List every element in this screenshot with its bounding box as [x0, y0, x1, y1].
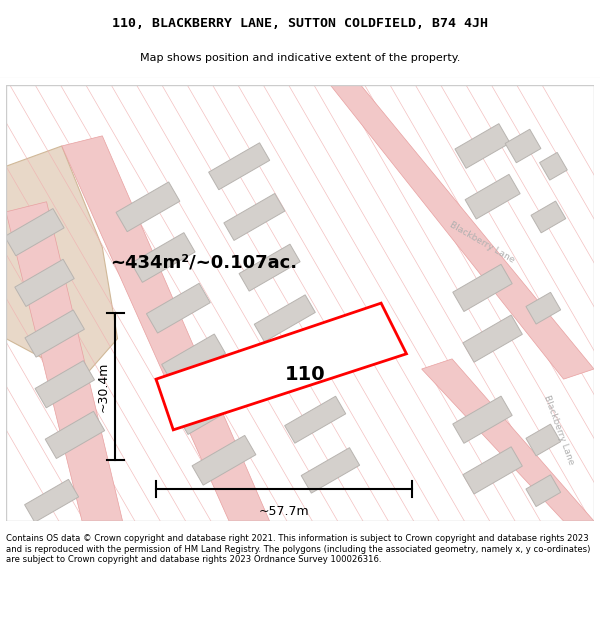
- Polygon shape: [161, 334, 226, 384]
- Polygon shape: [455, 124, 510, 168]
- Polygon shape: [463, 447, 523, 494]
- Polygon shape: [254, 295, 316, 342]
- Polygon shape: [505, 129, 541, 162]
- Text: ~434m²/~0.107ac.: ~434m²/~0.107ac.: [110, 254, 297, 272]
- Polygon shape: [526, 475, 560, 506]
- Text: Contains OS data © Crown copyright and database right 2021. This information is : Contains OS data © Crown copyright and d…: [6, 534, 590, 564]
- Polygon shape: [526, 292, 560, 324]
- Polygon shape: [6, 146, 118, 379]
- Text: Blackberry Lane: Blackberry Lane: [448, 220, 517, 264]
- Polygon shape: [5, 209, 64, 256]
- Polygon shape: [239, 244, 300, 291]
- Text: Blackberry Lane: Blackberry Lane: [542, 394, 575, 466]
- Polygon shape: [35, 361, 95, 408]
- Polygon shape: [116, 182, 180, 232]
- Text: Map shows position and indicative extent of the property.: Map shows position and indicative extent…: [140, 53, 460, 63]
- Polygon shape: [209, 142, 270, 190]
- Polygon shape: [453, 396, 512, 443]
- Polygon shape: [422, 359, 594, 521]
- Polygon shape: [25, 479, 79, 522]
- Polygon shape: [453, 264, 512, 311]
- Polygon shape: [531, 201, 566, 233]
- Polygon shape: [15, 259, 74, 306]
- Polygon shape: [463, 315, 523, 362]
- Polygon shape: [62, 136, 269, 521]
- Polygon shape: [301, 448, 359, 493]
- Text: ~57.7m: ~57.7m: [259, 505, 309, 518]
- Polygon shape: [526, 424, 560, 456]
- Polygon shape: [45, 411, 104, 459]
- Text: 110, BLACKBERRY LANE, SUTTON COLDFIELD, B74 4JH: 110, BLACKBERRY LANE, SUTTON COLDFIELD, …: [112, 17, 488, 30]
- Polygon shape: [465, 174, 520, 219]
- Polygon shape: [131, 232, 195, 282]
- Polygon shape: [269, 346, 331, 392]
- Polygon shape: [331, 85, 594, 379]
- Polygon shape: [146, 283, 210, 333]
- Polygon shape: [192, 436, 256, 485]
- Polygon shape: [284, 396, 346, 443]
- Polygon shape: [224, 194, 285, 241]
- Text: ~30.4m: ~30.4m: [97, 362, 109, 412]
- Polygon shape: [539, 152, 567, 180]
- Polygon shape: [177, 385, 241, 434]
- Polygon shape: [6, 202, 122, 521]
- Text: 110: 110: [285, 364, 325, 384]
- Polygon shape: [156, 303, 406, 430]
- Polygon shape: [25, 310, 85, 357]
